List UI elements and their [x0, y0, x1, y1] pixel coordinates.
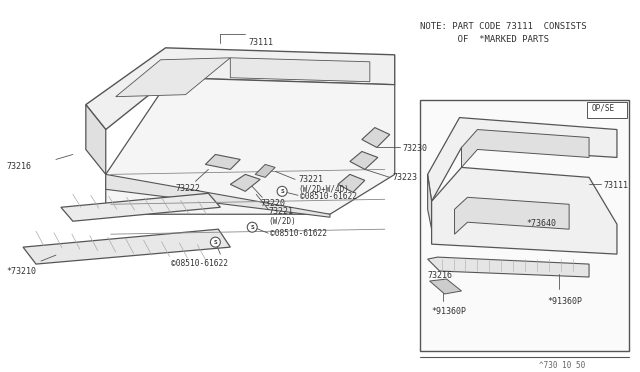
Polygon shape	[116, 58, 230, 97]
Polygon shape	[428, 118, 617, 201]
Text: OF  *MARKED PARTS: OF *MARKED PARTS	[420, 35, 548, 44]
Bar	[420, 100, 629, 351]
Polygon shape	[428, 257, 589, 277]
Polygon shape	[230, 174, 260, 191]
Polygon shape	[230, 58, 370, 82]
Text: ©08510-61622: ©08510-61622	[270, 229, 327, 238]
Text: *73210: *73210	[6, 267, 36, 276]
Text: NOTE: PART CODE 73111  CONSISTS: NOTE: PART CODE 73111 CONSISTS	[420, 22, 586, 31]
Text: 73230: 73230	[403, 144, 428, 154]
Text: 73220: 73220	[260, 199, 285, 208]
Text: 73111: 73111	[603, 182, 628, 190]
Polygon shape	[429, 279, 461, 294]
Polygon shape	[362, 128, 390, 147]
Text: *91360P: *91360P	[547, 297, 582, 306]
Text: 73221: 73221	[298, 175, 323, 185]
Circle shape	[277, 186, 287, 196]
Text: (W/2D): (W/2D)	[268, 217, 296, 226]
Polygon shape	[86, 48, 395, 129]
Text: *91360P: *91360P	[431, 307, 467, 316]
Text: 73222: 73222	[175, 185, 200, 193]
Polygon shape	[454, 197, 569, 234]
Text: 73111: 73111	[248, 38, 273, 47]
Text: 73223: 73223	[393, 173, 418, 182]
Text: OP/SE: OP/SE	[592, 104, 615, 113]
Polygon shape	[61, 193, 220, 221]
Polygon shape	[338, 174, 365, 192]
Text: ©08510-61622: ©08510-61622	[300, 192, 357, 201]
Text: 73216: 73216	[428, 271, 452, 280]
Polygon shape	[255, 164, 275, 177]
Polygon shape	[23, 229, 230, 264]
Polygon shape	[205, 154, 240, 169]
Polygon shape	[106, 174, 330, 217]
Circle shape	[247, 222, 257, 232]
Text: S: S	[214, 240, 217, 245]
Text: 73216: 73216	[6, 163, 31, 171]
Text: 73221: 73221	[268, 207, 293, 216]
Polygon shape	[461, 129, 589, 167]
Polygon shape	[86, 105, 106, 174]
Circle shape	[211, 237, 220, 247]
Bar	[587, 102, 627, 118]
Text: (W/2D+W/4D): (W/2D+W/4D)	[298, 185, 349, 194]
Polygon shape	[350, 151, 378, 169]
Text: S: S	[280, 189, 284, 194]
Polygon shape	[431, 167, 617, 254]
Text: ^730 10 50: ^730 10 50	[540, 361, 586, 370]
Text: *73640: *73640	[526, 219, 556, 228]
Text: ©08510-61622: ©08510-61622	[170, 259, 228, 268]
Polygon shape	[106, 78, 395, 214]
Polygon shape	[428, 174, 431, 229]
Text: S: S	[250, 225, 254, 230]
